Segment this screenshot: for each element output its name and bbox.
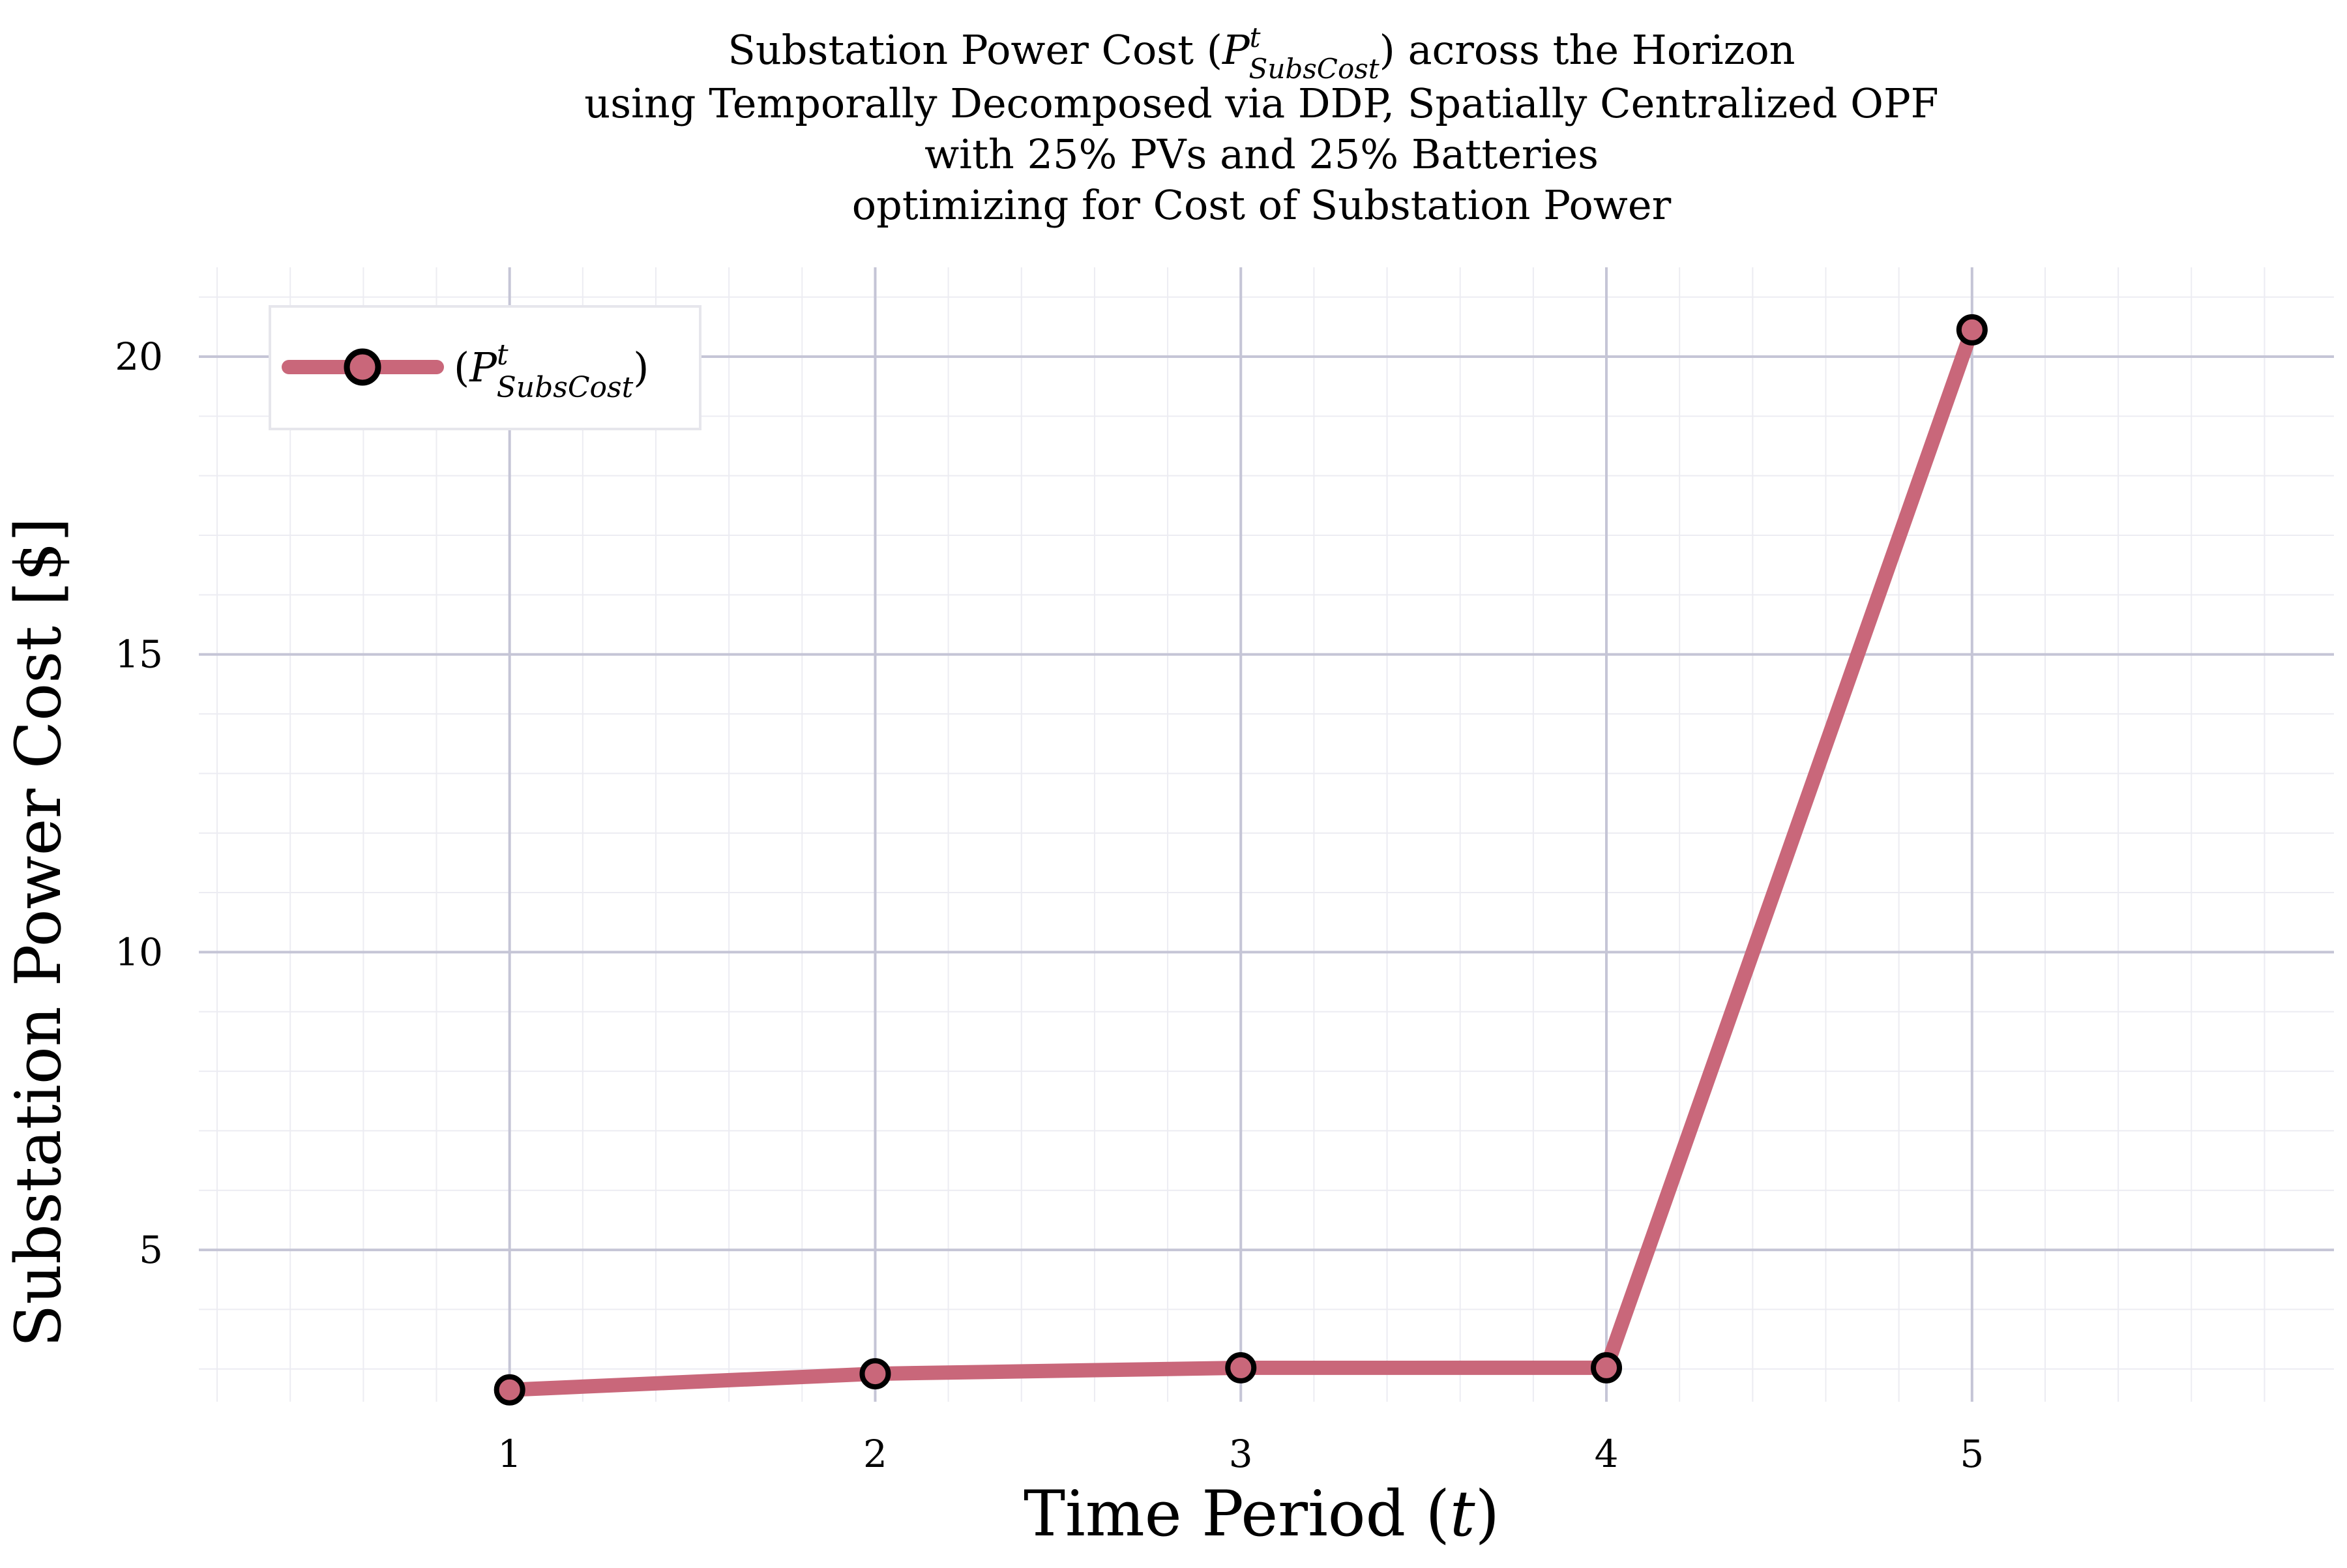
chart-title-line-4: optimizing for Cost of Substation Power bbox=[852, 181, 1672, 229]
legend: (Pt SubsCost) bbox=[269, 305, 701, 430]
chart-title-line-1: Substation Power Cost (Pt SubsCost) acros… bbox=[728, 22, 1795, 85]
x-tick-label: 1 bbox=[497, 1432, 522, 1476]
series-layer bbox=[494, 314, 1988, 1406]
chart-title-line-3: with 25% PVs and 25% Batteries bbox=[924, 130, 1599, 178]
x-tick-label: 5 bbox=[1960, 1432, 1984, 1476]
legend-swatch-marker bbox=[344, 348, 381, 386]
y-axis-title: Substation Power Cost [$] bbox=[2, 517, 75, 1347]
y-tick-label: 5 bbox=[139, 1228, 163, 1272]
grid bbox=[199, 267, 2334, 1402]
chart-title-line-2: using Temporally Decomposed via DDP, Spa… bbox=[584, 80, 1938, 127]
x-tick-label: 2 bbox=[863, 1432, 887, 1476]
data-point-3 bbox=[1225, 1352, 1257, 1383]
y-tick-label: 15 bbox=[115, 632, 163, 677]
data-point-5 bbox=[1956, 314, 1988, 346]
legend-label: (Pt SubsCost) bbox=[454, 338, 649, 404]
x-axis-title: Time Period (t) bbox=[1024, 1477, 1499, 1550]
data-point-1 bbox=[494, 1374, 525, 1406]
data-point-2 bbox=[859, 1358, 891, 1390]
y-tick-label: 20 bbox=[115, 334, 163, 379]
x-tick-label: 3 bbox=[1229, 1432, 1253, 1476]
tick-labels: 1 2 3 4 5 5 10 15 20 bbox=[115, 334, 1984, 1476]
y-tick-label: 10 bbox=[115, 930, 163, 974]
x-tick-label: 4 bbox=[1595, 1432, 1619, 1476]
data-point-4 bbox=[1591, 1352, 1623, 1383]
